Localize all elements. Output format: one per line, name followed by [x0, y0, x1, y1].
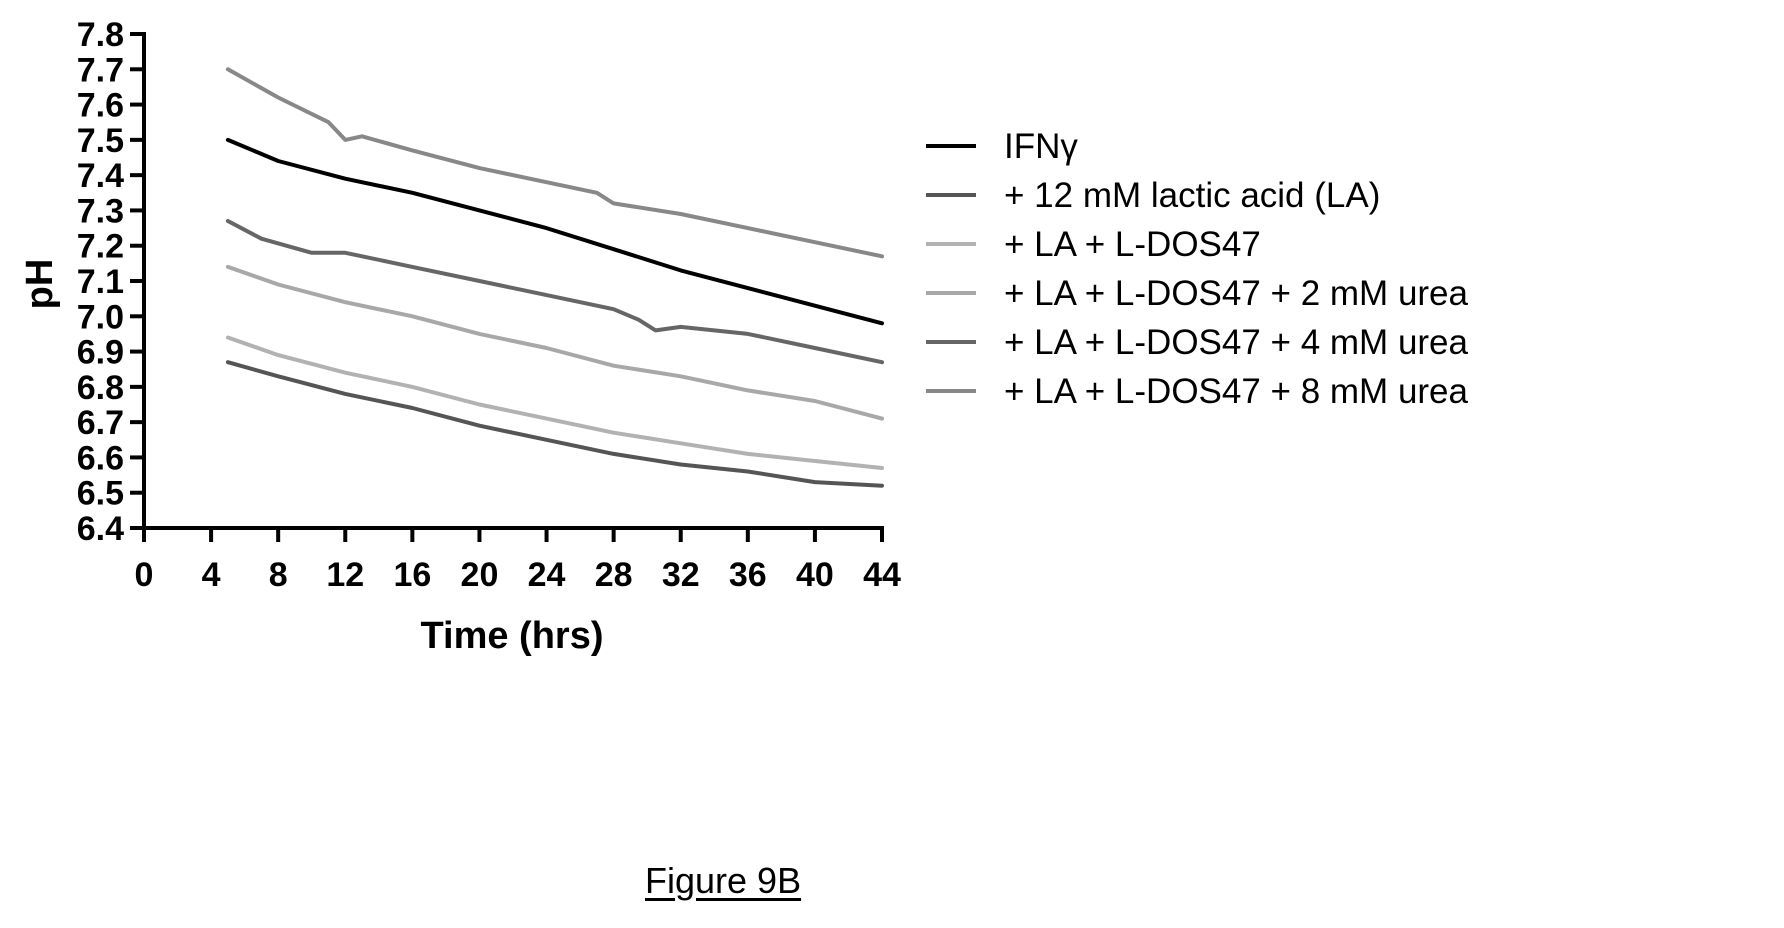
x-ticks: 0 4 8 12 16 20 24 28 32 36 40 44 — [135, 528, 901, 594]
x-tick-label: 44 — [863, 556, 901, 594]
series-line-5 — [225, 67, 884, 259]
legend-label: + LA + L-DOS47 + 8 mM urea — [1004, 372, 1469, 411]
legend-label: + LA + L-DOS47 — [1004, 225, 1261, 264]
x-tick-label: 32 — [662, 556, 700, 594]
legend: IFNγ + 12 mM lactic acid (LA) + LA + L-DOS… — [926, 127, 1469, 411]
y-tick-label: 6.4 — [77, 510, 124, 548]
legend-label: + LA + L-DOS47 + 4 mM urea — [1004, 323, 1469, 362]
y-tick-label: 7.4 — [77, 157, 124, 195]
series-line-3 — [225, 264, 884, 421]
x-tick-label: 8 — [269, 556, 288, 594]
series-line-2 — [225, 335, 884, 470]
y-tick-label: 6.6 — [77, 439, 124, 477]
x-tick-label: 24 — [528, 556, 566, 594]
y-tick-label: 7.3 — [77, 192, 124, 230]
x-tick-label: 12 — [326, 556, 364, 594]
y-tick-label: 7.6 — [77, 87, 124, 125]
series-line-1 — [225, 360, 884, 488]
y-tick-label: 7.1 — [77, 263, 124, 301]
y-tick-label: 6.5 — [77, 475, 124, 513]
series-line-4 — [225, 219, 884, 365]
y-tick-label: 7.0 — [77, 298, 124, 336]
y-axis-title: pH — [19, 259, 61, 310]
y-tick-label: 7.5 — [77, 122, 124, 160]
series-lines — [225, 67, 884, 488]
x-tick-label: 4 — [202, 556, 221, 594]
y-ticks: 6.46.56.66.76.86.97.07.17.27.37.47.57.67… — [77, 16, 144, 548]
legend-label: IFNγ — [1004, 127, 1078, 166]
legend-label: + LA + L-DOS47 + 2 mM urea — [1004, 274, 1469, 313]
axes: 6.46.56.66.76.86.97.07.17.27.37.47.57.67… — [77, 16, 901, 594]
x-tick-label: 40 — [796, 556, 834, 594]
y-tick-label: 7.8 — [77, 16, 124, 54]
x-tick-label: 36 — [729, 556, 767, 594]
y-tick-label: 6.7 — [77, 404, 124, 442]
legend-label: + 12 mM lactic acid (LA) — [1004, 176, 1380, 215]
figure-caption: Figure 9B — [645, 860, 802, 901]
x-axis-title: Time (hrs) — [420, 615, 603, 657]
x-tick-label: 20 — [461, 556, 499, 594]
y-tick-label: 6.8 — [77, 369, 124, 407]
x-tick-label: 0 — [135, 556, 154, 594]
y-tick-label: 6.9 — [77, 334, 124, 372]
x-tick-label: 28 — [595, 556, 633, 594]
y-tick-label: 7.7 — [77, 51, 124, 89]
x-tick-label: 16 — [393, 556, 431, 594]
y-tick-label: 7.2 — [77, 228, 124, 266]
series-line-0 — [225, 137, 884, 326]
